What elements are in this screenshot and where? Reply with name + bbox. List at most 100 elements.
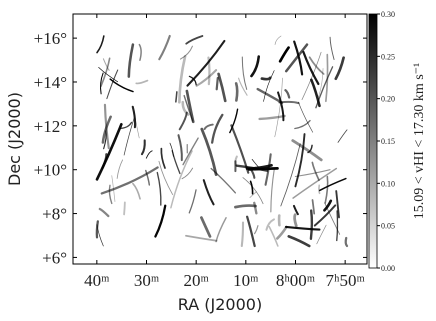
filament — [100, 57, 111, 87]
filament — [292, 167, 338, 199]
filament — [294, 119, 311, 130]
filament — [95, 220, 99, 239]
filament — [268, 225, 279, 247]
colorbar-tick-label: 0.05 — [381, 222, 395, 231]
filament — [111, 175, 116, 202]
filament — [175, 91, 178, 103]
filament — [334, 56, 345, 81]
filament — [309, 209, 314, 241]
filament — [263, 70, 275, 102]
filament — [265, 218, 275, 231]
filament — [260, 76, 272, 81]
filament — [298, 101, 314, 133]
filament — [307, 144, 313, 154]
filament — [256, 87, 284, 104]
colorbar-tick-label: 0.10 — [381, 179, 395, 188]
filament — [200, 216, 212, 238]
x-axis-label: RA (J2000) — [178, 295, 262, 314]
filament — [119, 121, 133, 130]
filament — [287, 235, 311, 248]
filament — [258, 114, 286, 121]
filament — [98, 67, 119, 83]
filament — [215, 217, 227, 243]
filament — [158, 160, 174, 195]
filament — [270, 167, 275, 213]
filament — [170, 150, 193, 209]
filament — [171, 149, 181, 175]
filament — [203, 123, 214, 131]
filament — [182, 137, 199, 166]
filament — [116, 159, 124, 179]
filament — [315, 66, 334, 109]
plot-frame — [72, 13, 368, 265]
x-tick-label: 8ʰ00ᵐ — [276, 271, 315, 290]
filament — [241, 56, 248, 90]
filament — [123, 117, 135, 156]
filament — [100, 72, 104, 95]
x-tick-label: 20ᵐ — [184, 271, 209, 290]
filament — [253, 201, 258, 215]
filament — [185, 234, 218, 242]
filament — [96, 35, 105, 54]
filament — [145, 150, 153, 159]
filament — [215, 76, 219, 91]
filament — [127, 43, 135, 78]
filament — [145, 169, 151, 186]
filament — [179, 45, 193, 60]
filament — [98, 207, 110, 218]
filament — [318, 184, 321, 195]
filament — [318, 68, 324, 98]
colorbar-tick-label: 0.20 — [381, 95, 395, 104]
filament — [324, 202, 341, 235]
filament — [344, 236, 349, 248]
filament — [186, 39, 226, 87]
filament — [202, 179, 215, 206]
y-tick-label: +12° — [34, 117, 67, 136]
filament — [131, 105, 137, 129]
filament — [274, 35, 282, 45]
filament — [336, 210, 339, 242]
y-tick-label: +8° — [42, 205, 67, 224]
filament — [284, 225, 321, 231]
filament — [249, 180, 254, 195]
filament — [140, 139, 146, 156]
filament — [102, 58, 110, 71]
filament — [109, 78, 134, 93]
filament — [234, 155, 238, 167]
filament — [293, 213, 298, 228]
filament — [242, 177, 264, 205]
filament — [210, 167, 236, 194]
filament — [278, 46, 290, 63]
colorbar-tick-label: 0.15 — [381, 137, 395, 146]
filament — [188, 189, 197, 214]
x-tick-label: 10ᵐ — [233, 271, 258, 290]
x-tick-label: 30ᵐ — [134, 271, 159, 290]
filament — [138, 43, 142, 61]
filament — [250, 55, 261, 78]
filament — [284, 89, 291, 99]
filament — [123, 201, 126, 216]
filament — [324, 175, 329, 204]
filament — [280, 143, 301, 207]
y-tick-label: +16° — [34, 29, 67, 48]
filament — [101, 153, 108, 170]
colorbar-label: 15.09 < vHI < 17.30 km s⁻¹ — [412, 63, 427, 220]
filament — [156, 171, 162, 206]
y-axis-label: Dec (J2000) — [5, 92, 24, 186]
filament — [106, 69, 119, 100]
filament — [100, 166, 159, 195]
filament — [284, 43, 309, 73]
filament — [234, 82, 239, 102]
filament — [294, 133, 306, 188]
filament — [277, 91, 285, 122]
filament — [308, 56, 325, 75]
filament — [178, 55, 187, 104]
colorbar-tick-label: 0.30 — [381, 10, 395, 19]
filament — [274, 77, 283, 138]
filament — [250, 168, 256, 179]
filament — [292, 204, 299, 216]
filament — [135, 79, 149, 85]
x-tick-label: 40ᵐ — [84, 271, 109, 290]
filament — [337, 129, 348, 143]
